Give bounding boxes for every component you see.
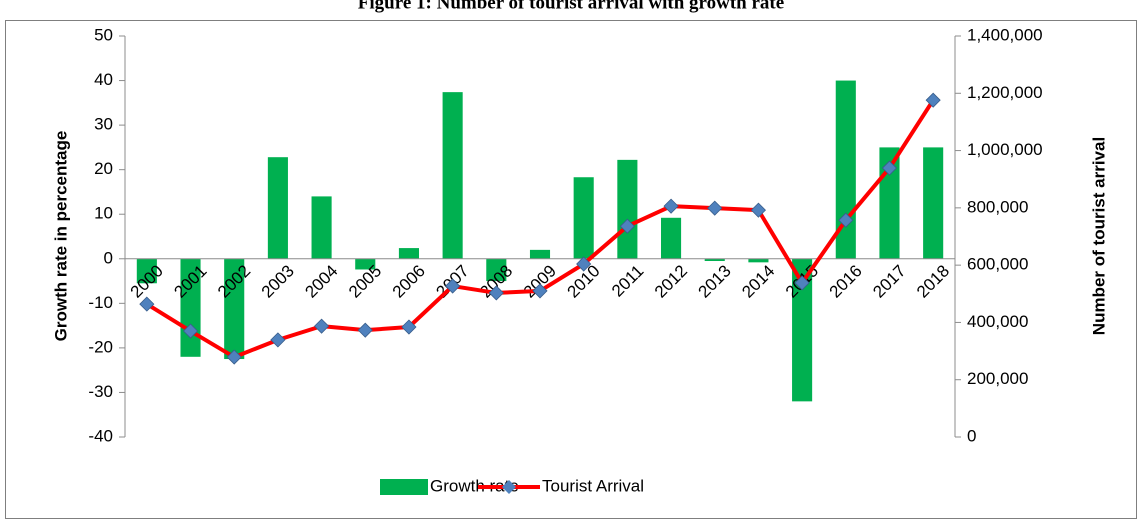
marker (925, 92, 941, 108)
marker (401, 319, 417, 335)
x-tick-label: 2016 (826, 261, 866, 301)
bar (617, 159, 638, 259)
x-tick-label: 2000 (127, 261, 167, 301)
y-tick-label: -10 (88, 293, 113, 312)
marker (794, 275, 810, 291)
marker (226, 349, 242, 365)
marker (838, 212, 854, 228)
marker (139, 296, 155, 312)
marker (663, 198, 679, 214)
chart-title: Figure 1: Number of tourist arrival with… (358, 0, 784, 13)
marker (576, 256, 592, 272)
y2-axis-title: Number of tourist arrival (1089, 137, 1108, 335)
bar (529, 249, 551, 259)
legend-label: Tourist Arrival (542, 476, 644, 495)
bar (748, 258, 769, 263)
bar (661, 217, 682, 259)
y2-tick-label: 200,000 (967, 369, 1028, 388)
y-tick-label: 0 (104, 248, 113, 267)
x-tick-label: 2003 (258, 261, 298, 301)
bar (355, 258, 376, 270)
y-tick-label: 10 (94, 204, 113, 223)
y2-tick-label: 1,000,000 (967, 140, 1043, 159)
y-axis-title: Growth rate in percentage (51, 131, 70, 342)
x-tick-label: 2014 (738, 261, 778, 301)
y2-tick-label: 400,000 (967, 312, 1028, 331)
x-tick-label: 2013 (695, 261, 735, 301)
x-tick-label: 2011 (608, 261, 647, 300)
line (145, 99, 935, 360)
y2-tick-label: 800,000 (967, 197, 1028, 216)
legend-swatch (380, 479, 428, 495)
bar (923, 147, 944, 259)
bar (311, 196, 332, 259)
bar (224, 258, 245, 360)
y-tick-label: -30 (88, 382, 113, 401)
marker (314, 318, 330, 334)
bar (398, 248, 419, 259)
bar (486, 258, 507, 282)
y-tick-label: -20 (88, 337, 113, 356)
x-tick-label: 2012 (651, 261, 691, 301)
marker (357, 322, 373, 338)
marker (488, 285, 504, 301)
bar (573, 177, 594, 259)
x-tick-label: 2017 (869, 261, 909, 301)
bar (792, 258, 813, 402)
y2-tick-label: 600,000 (967, 255, 1028, 274)
x-tick-label: 2018 (913, 261, 953, 301)
y-tick-label: -40 (88, 426, 113, 445)
y2-tick-label: 1,400,000 (967, 25, 1043, 44)
bar (442, 92, 463, 259)
bar (704, 258, 725, 262)
y2-tick-label: 0 (967, 426, 976, 445)
bar (136, 258, 157, 284)
x-tick-label: 2004 (301, 261, 341, 301)
y-tick-label: 40 (94, 70, 113, 89)
marker (182, 323, 199, 339)
x-tick-label: 2005 (345, 261, 385, 301)
x-tick-label: 2006 (389, 261, 429, 301)
marker (532, 283, 548, 299)
legend-label: Growth rate (430, 476, 519, 495)
marker (445, 278, 461, 294)
legend-marker (502, 480, 516, 494)
marker (707, 200, 723, 216)
marker (881, 160, 898, 176)
marker (619, 218, 635, 234)
marker (270, 332, 286, 348)
y-tick-label: 30 (94, 115, 113, 134)
y-tick-label: 50 (94, 25, 113, 44)
bar (267, 157, 288, 259)
y2-tick-label: 1,200,000 (967, 83, 1043, 102)
y-tick-label: 20 (94, 159, 113, 178)
marker (750, 202, 766, 218)
